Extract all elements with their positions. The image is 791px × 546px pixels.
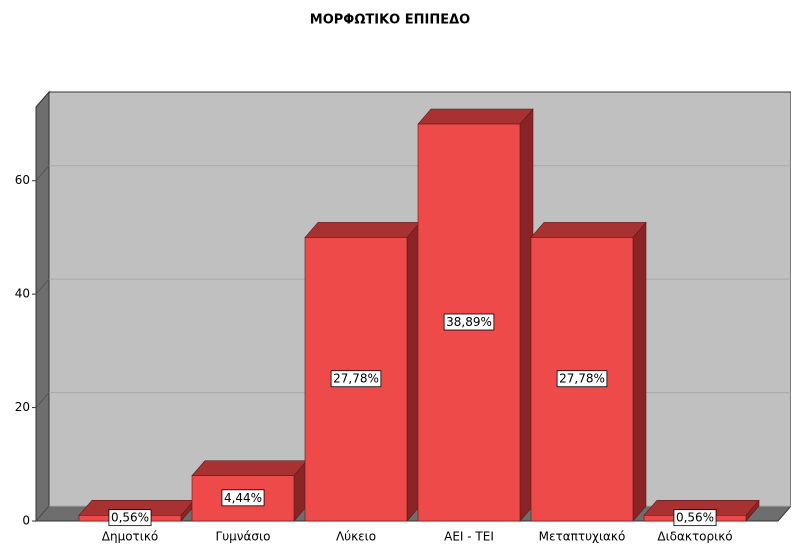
data-label-box (556, 370, 608, 388)
x-tick-label: Λύκειο (336, 530, 376, 544)
bars: 0,56% 4,44% 27,78% 38,89% 27,78% 0,56% (78, 108, 760, 527)
data-label-box (673, 509, 717, 527)
grid-line-side (35, 392, 50, 408)
y-tick-label: 40 (15, 287, 30, 301)
bar: 38,89% (417, 108, 534, 522)
data-label: 4,44% (224, 491, 262, 505)
data-label: 27,78% (333, 372, 379, 386)
grid-line-side (35, 165, 50, 182)
bar: 4,44% (191, 459, 308, 522)
grid-line-side (35, 505, 50, 522)
left-wall (35, 90, 50, 523)
bar: 27,78% (530, 221, 647, 522)
x-tick-label: Δημοτικό (102, 530, 159, 544)
y-tick-label: 60 (15, 173, 30, 187)
x-tick-label: Μεταπτυχιακό (539, 530, 626, 544)
y-tick-label: 20 (15, 400, 30, 414)
x-tick-label: Διδακτορικό (657, 530, 732, 544)
data-label-box (330, 370, 382, 388)
x-tick-label: Γυμνάσιο (216, 530, 271, 544)
bar-top (530, 222, 647, 238)
bar: 0,56% (78, 499, 195, 527)
x-tick-label: ΑΕΙ - ΤΕΙ (444, 530, 494, 544)
bar: 27,78% (304, 221, 421, 522)
data-label: 38,89% (446, 315, 492, 329)
bar-side (632, 221, 647, 522)
data-label: 0,56% (676, 511, 714, 525)
bar-top (191, 460, 308, 476)
data-label: 27,78% (559, 372, 605, 386)
data-label-box (108, 509, 152, 527)
bar-top (304, 222, 421, 238)
data-label-box (221, 489, 265, 507)
chart-title: ΜΟΡΦΩΤΙΚΟ ΕΠΙΠΕΔΟ (310, 13, 470, 28)
bar: 0,56% (643, 499, 760, 527)
bar-top (417, 108, 534, 125)
data-label: 0,56% (111, 511, 149, 525)
data-label-box (443, 313, 495, 331)
grid-line-side (35, 278, 50, 295)
y-tick-label: 0 (22, 514, 30, 528)
